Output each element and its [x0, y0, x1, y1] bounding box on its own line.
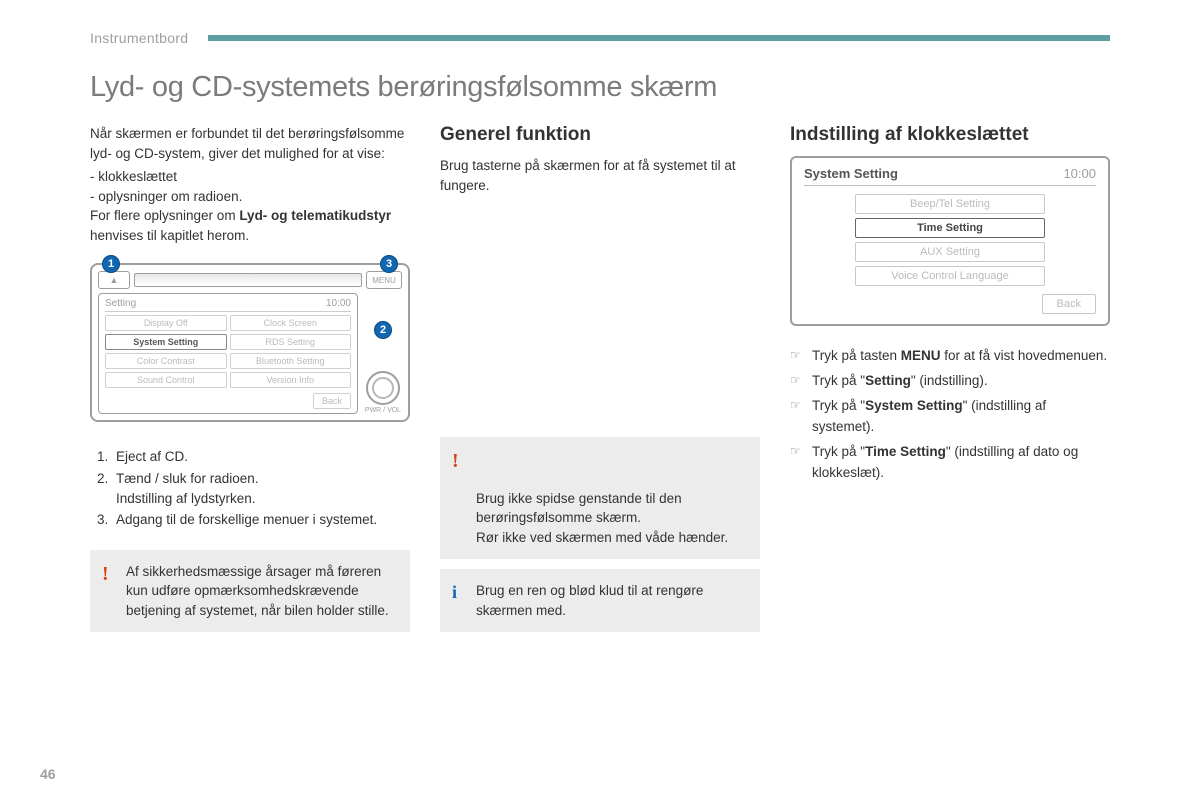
- cd-slot: [134, 273, 362, 287]
- section-label: Instrumentbord: [90, 30, 188, 46]
- klokkeslaet-heading: Indstilling af klokkeslættet: [790, 124, 1110, 146]
- screen-cell-selected: System Setting: [105, 334, 227, 350]
- step-item: Tryk på "Setting" (indstilling).: [790, 371, 1110, 392]
- column-left: Når skærmen er forbundet til det berørin…: [90, 124, 410, 632]
- warning-icon: !: [452, 447, 459, 476]
- warning-note: ! Brug ikke spidse genstande til den ber…: [440, 437, 760, 559]
- intro-text-1: Når skærmen er forbundet til det berørin…: [90, 124, 410, 163]
- knob-label: PWR / VOL: [365, 407, 401, 414]
- safety-note: ! Af sikkerhedsmæssige årsager må førere…: [90, 550, 410, 633]
- panel-item: AUX Setting: [855, 242, 1045, 262]
- system-setting-panel: System Setting 10:00 Beep/Tel Setting Ti…: [790, 156, 1110, 326]
- warning-icon: !: [102, 560, 109, 589]
- menu-button: MENU: [366, 271, 402, 289]
- bullet-item: klokkeslættet: [100, 167, 410, 187]
- list-item: Adgang til de forskellige menuer i syste…: [112, 510, 410, 530]
- screen-cell: Bluetooth Setting: [230, 353, 352, 369]
- page-title: Lyd- og CD-systemets berøringsfølsomme s…: [90, 71, 1110, 104]
- generel-funktion-heading: Generel funktion: [440, 124, 760, 146]
- device-illustration: 1 2 3 ▲ MENU Setting 10:00 Display: [90, 263, 410, 422]
- page-number: 46: [40, 766, 56, 782]
- intro-bullets: klokkeslættet oplysninger om radioen.: [90, 167, 410, 206]
- info-icon: i: [452, 579, 457, 605]
- list-item: Tænd / sluk for radioen.Indstilling af l…: [112, 469, 410, 508]
- screen-cell: RDS Setting: [230, 334, 352, 350]
- back-button: Back: [1042, 294, 1096, 314]
- panel-item: Beep/Tel Setting: [855, 194, 1045, 214]
- panel-title: System Setting: [804, 166, 898, 181]
- screen-back-row: Back: [105, 391, 351, 409]
- intro-text-2: For flere oplysninger om Lyd- og telemat…: [90, 206, 410, 245]
- device-screen: Setting 10:00 Display Off Clock Screen S…: [98, 293, 358, 414]
- volume-knob: [366, 371, 400, 405]
- step-item: Tryk på tasten MENU for at få vist hoved…: [790, 346, 1110, 367]
- panel-item: Voice Control Language: [855, 266, 1045, 286]
- screen-grid: Display Off Clock Screen System Setting …: [105, 315, 351, 388]
- screen-title: Setting: [105, 298, 136, 309]
- screen-cell: Clock Screen: [230, 315, 352, 331]
- screen-cell: Sound Control: [105, 372, 227, 388]
- steps-list: Tryk på tasten MENU for at få vist hoved…: [790, 346, 1110, 484]
- generel-funktion-text: Brug tasterne på skærmen for at få syste…: [440, 156, 760, 195]
- eject-button: ▲: [98, 271, 130, 289]
- screen-time: 10:00: [326, 298, 351, 309]
- numbered-list: Eject af CD. Tænd / sluk for radioen.Ind…: [90, 447, 410, 529]
- column-middle: Generel funktion Brug tasterne på skærme…: [440, 124, 760, 632]
- header-accent-bar: [208, 35, 1110, 41]
- screen-cell: Color Contrast: [105, 353, 227, 369]
- bullet-item: oplysninger om radioen.: [100, 187, 410, 207]
- step-item: Tryk på "Time Setting" (indstilling af d…: [790, 442, 1110, 484]
- panel-item-selected: Time Setting: [855, 218, 1045, 238]
- step-item: Tryk på "System Setting" (indstilling af…: [790, 396, 1110, 438]
- header-row: Instrumentbord: [90, 30, 1110, 46]
- column-right: Indstilling af klokkeslættet System Sett…: [790, 124, 1110, 632]
- back-button: Back: [313, 393, 351, 409]
- list-item: Eject af CD.: [112, 447, 410, 467]
- screen-cell: Version Info: [230, 372, 352, 388]
- info-note: i Brug en ren og blød klud til at rengør…: [440, 569, 760, 632]
- screen-cell: Display Off: [105, 315, 227, 331]
- panel-time: 10:00: [1063, 166, 1096, 181]
